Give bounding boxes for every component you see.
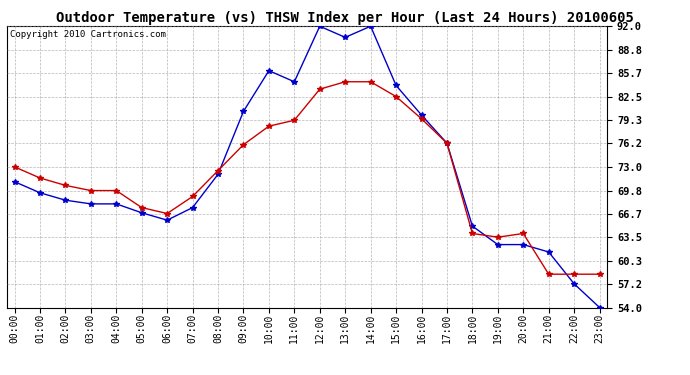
Text: Outdoor Temperature (vs) THSW Index per Hour (Last 24 Hours) 20100605: Outdoor Temperature (vs) THSW Index per …	[56, 11, 634, 25]
Text: Copyright 2010 Cartronics.com: Copyright 2010 Cartronics.com	[10, 30, 166, 39]
